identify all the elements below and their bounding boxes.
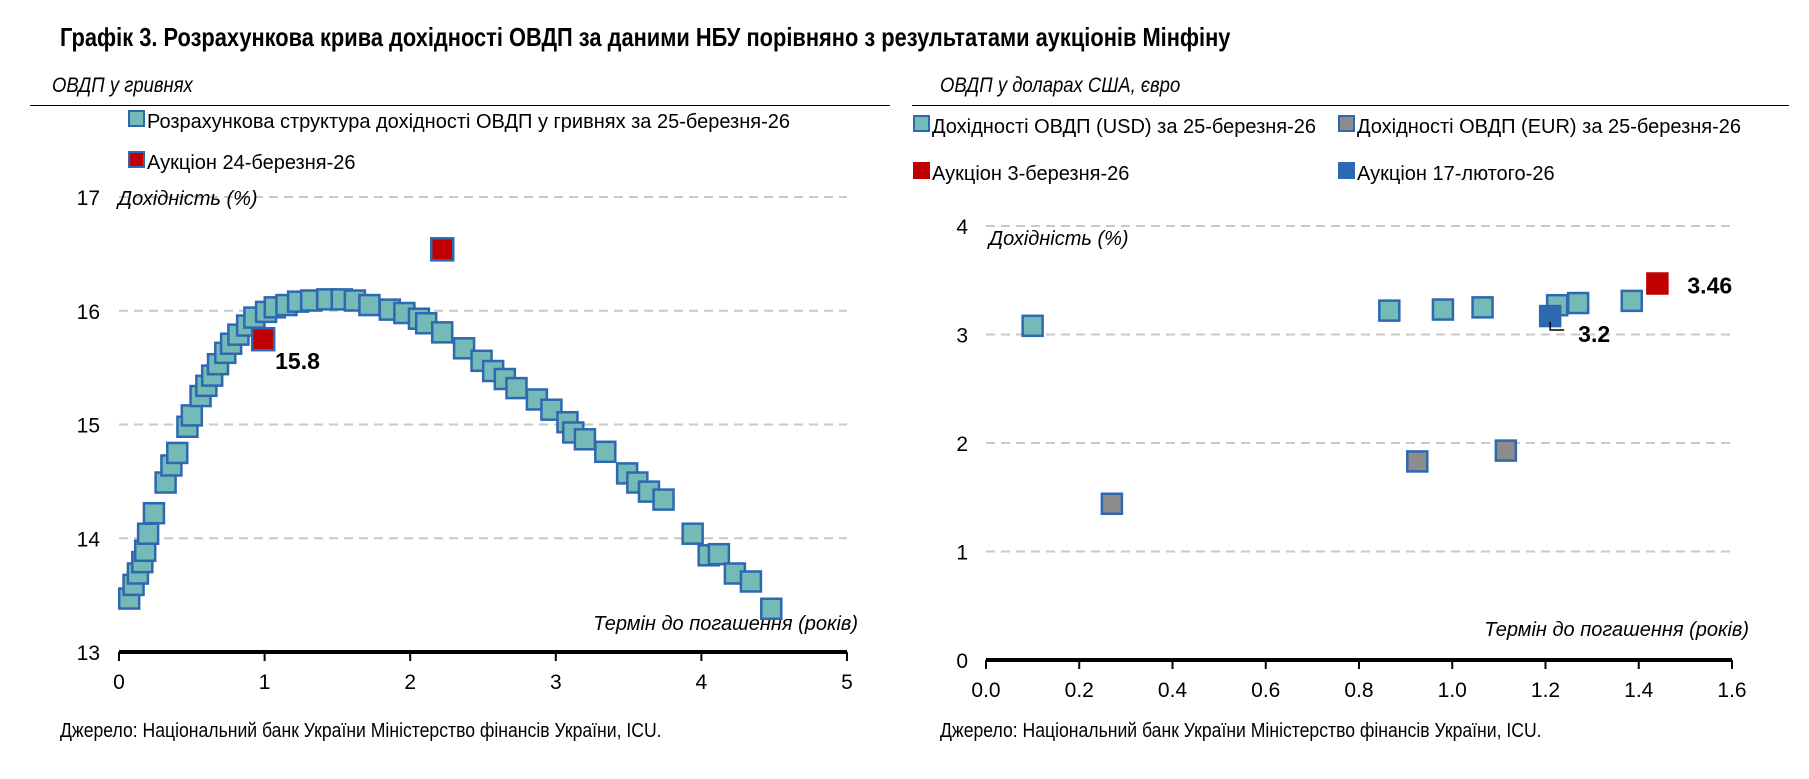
chart1-legend-label: Аукціон 24-березня-26 — [147, 152, 356, 174]
chart2-series1-point — [1566, 291, 1590, 315]
chart1-legend-label: Розрахункова структура дохідності ОВДП у… — [147, 111, 790, 133]
chart1-series2-point — [250, 326, 276, 352]
figure-title: Графік 3. Розрахункова крива дохідності … — [60, 22, 1231, 52]
chart2-x-tick-label: 0.0 — [971, 679, 1000, 702]
chart2-series1-point — [1431, 298, 1455, 321]
chart2-legend-label: Аукціон 17-лютого-26 — [1357, 163, 1555, 185]
chart1-y-tick-label: 17 — [77, 187, 100, 210]
chart2-legend-marker — [913, 115, 930, 132]
chart2-legend-label: Дохідності ОВДП (USD) за 25-березня-26 — [932, 116, 1316, 138]
chart2-series2-point — [1406, 450, 1429, 473]
chart1-series1-point — [739, 570, 763, 593]
chart2-legend-marker — [1338, 115, 1355, 132]
chart1-series1-point — [594, 440, 617, 464]
left-source-note: Джерело: Національний банк України Мініс… — [60, 720, 662, 742]
chart1-series2-point — [429, 237, 455, 262]
chart1-x-tick-label: 4 — [696, 671, 708, 694]
chart1-legend-marker — [128, 151, 145, 168]
chart1-legend-marker — [128, 110, 145, 127]
left-divider — [30, 105, 890, 106]
chart2-x-tick-label: 0.6 — [1251, 679, 1280, 702]
chart2-series1-point — [1021, 314, 1044, 338]
chart1-series1-point — [573, 428, 597, 451]
chart2-y-axis-title: Дохідність (%) — [987, 228, 1129, 250]
chart1-series1-point — [452, 337, 476, 360]
chart1-series1-point — [707, 542, 731, 566]
chart2-series2-point — [1100, 492, 1124, 516]
chart2-series1-point — [1471, 296, 1494, 319]
chart1-x-tick-label: 3 — [550, 671, 562, 694]
chart1-y-tick-label: 16 — [77, 301, 100, 324]
chart1-series1-point — [430, 321, 454, 344]
chart2-x-tick-label: 1.0 — [1438, 679, 1467, 702]
chart1-y-tick-label: 15 — [77, 415, 100, 438]
chart1-series1-point — [760, 597, 783, 621]
chart2-series1-point — [1378, 299, 1401, 322]
chart1-series1-point — [165, 441, 189, 465]
chart2-x-tick-label: 0.8 — [1344, 679, 1373, 702]
chart1-y-tick-label: 13 — [77, 642, 100, 665]
chart1-series1-point — [142, 501, 166, 525]
chart1-x-tick-label: 1 — [259, 671, 271, 694]
chart1-series1-point — [681, 522, 704, 545]
chart1-series1-point — [652, 488, 675, 511]
chart2-legend-marker — [1338, 162, 1355, 179]
chart1-data-label: 15.8 — [275, 348, 320, 374]
chart2-y-tick-label: 2 — [956, 433, 968, 456]
right-source-note: Джерело: Національний банк України Мініс… — [940, 720, 1542, 742]
right-divider — [912, 105, 1789, 106]
chart1-series1-point — [358, 293, 381, 317]
chart1-series1-point — [180, 404, 204, 427]
chart1-series1-point — [505, 376, 528, 400]
chart2-data-label: 3.46 — [1687, 273, 1732, 299]
chart2-data-label: 3.2 — [1578, 321, 1610, 347]
chart2-x-axis-title: Термін до погашення (років) — [1484, 619, 1749, 641]
chart2-series3-point — [1646, 272, 1669, 295]
chart2-y-tick-label: 4 — [956, 216, 968, 239]
chart1-x-tick-label: 0 — [113, 671, 125, 694]
chart2-label-leader — [1549, 322, 1565, 331]
chart2-series2-point — [1494, 439, 1518, 462]
right-chart-subtitle: ОВДП у доларах США, євро — [940, 74, 1181, 97]
chart1-x-tick-label: 2 — [404, 671, 416, 694]
chart1-series1-point — [136, 522, 160, 545]
chart1-x-tick-label: 5 — [841, 671, 853, 694]
chart2-series1-point — [1620, 289, 1644, 313]
chart1-x-axis-title: Термін до погашення (років) — [593, 613, 858, 635]
left-chart-subtitle: ОВДП у гривнях — [52, 74, 193, 97]
chart1-y-tick-label: 14 — [77, 528, 101, 551]
chart2-legend-label: Дохідності ОВДП (EUR) за 25-березня-26 — [1357, 116, 1741, 138]
chart2-x-tick-label: 1.6 — [1717, 679, 1746, 702]
chart2-y-tick-label: 3 — [956, 325, 968, 348]
chart2-legend-label: Аукціон 3-березня-26 — [932, 163, 1129, 185]
chart2-x-tick-label: 1.4 — [1624, 679, 1654, 702]
chart1-y-axis-title: Дохідність (%) — [116, 188, 258, 210]
chart2-y-tick-label: 1 — [956, 542, 968, 565]
chart2-x-tick-label: 0.2 — [1065, 679, 1094, 702]
chart2-legend-marker — [913, 162, 930, 179]
chart2-x-tick-label: 1.2 — [1531, 679, 1560, 702]
chart2-x-tick-label: 0.4 — [1158, 679, 1188, 702]
chart2-y-tick-label: 0 — [956, 650, 968, 673]
